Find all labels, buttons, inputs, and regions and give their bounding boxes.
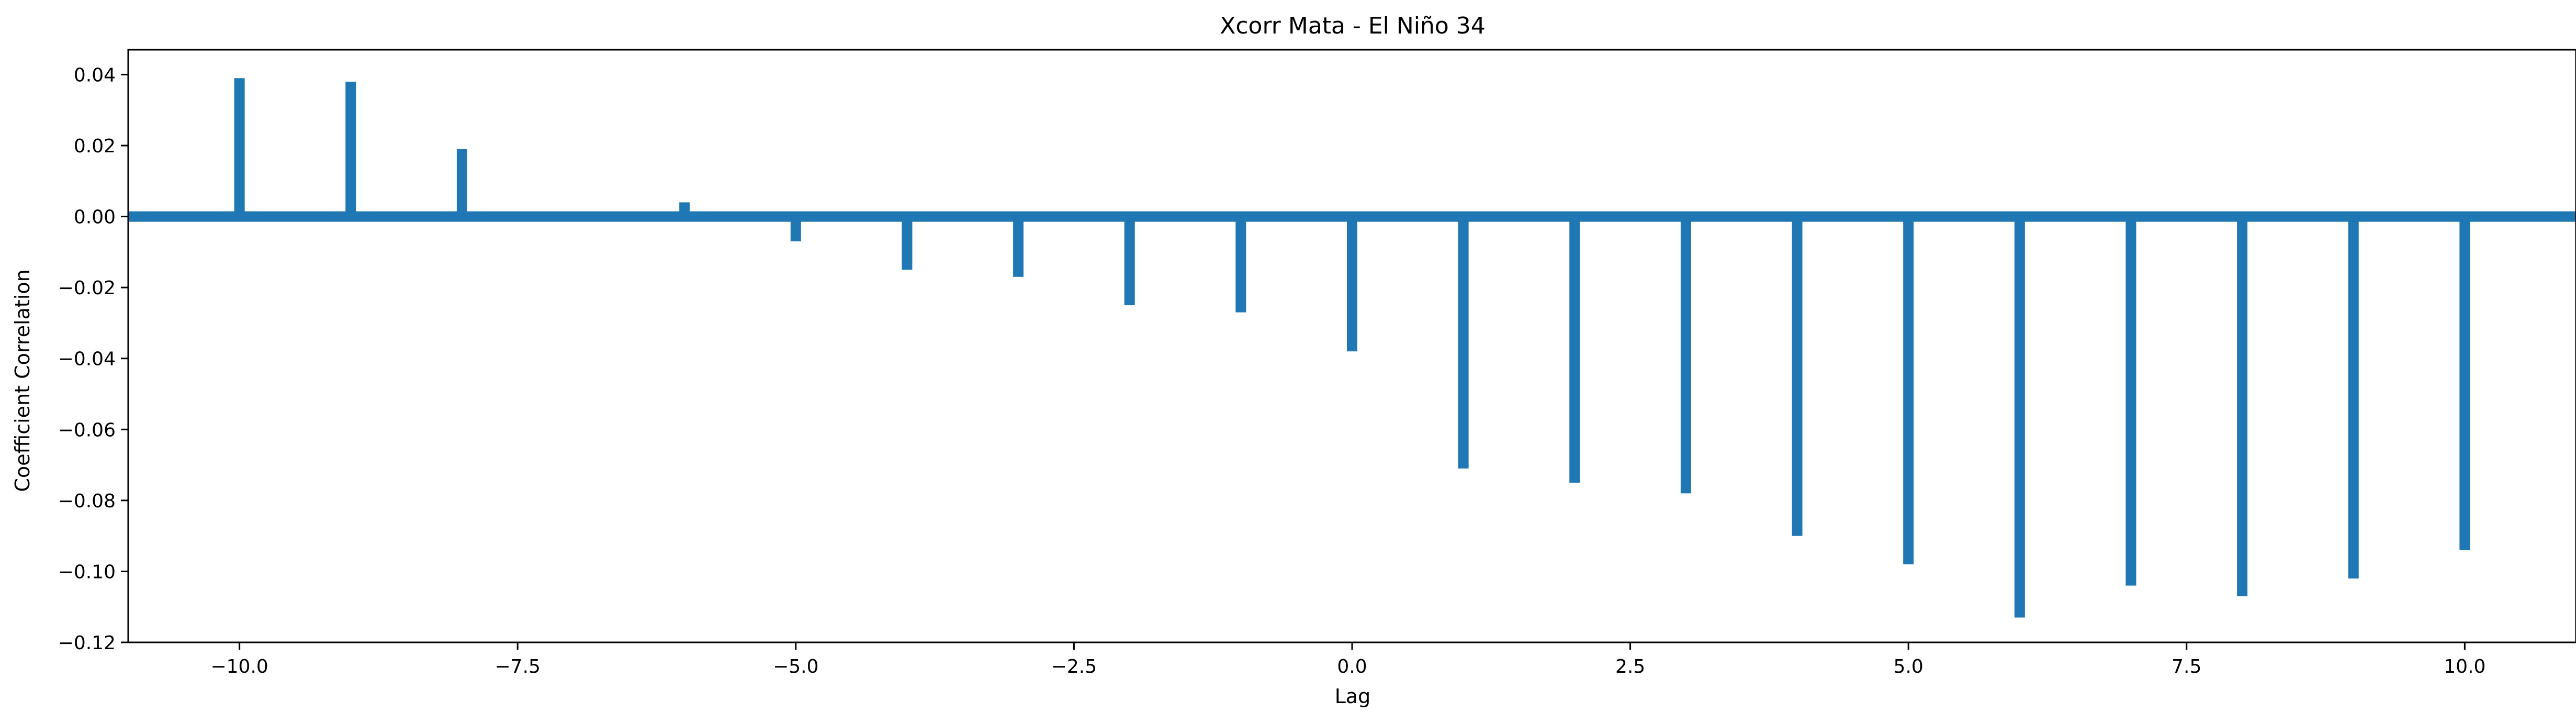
x-tick-label: 2.5 — [1615, 656, 1645, 677]
y-tick-label: 0.02 — [74, 136, 116, 157]
x-axis-label: Lag — [1335, 685, 1371, 708]
y-tick-label: 0.04 — [74, 64, 116, 86]
x-tick-label: −5.0 — [773, 656, 818, 677]
bar-lag-10 — [2459, 216, 2470, 550]
bar-lag--3 — [1013, 216, 1024, 277]
x-tick-label: −7.5 — [495, 656, 541, 677]
bar-lag--1 — [1235, 216, 1246, 313]
bar-lag--9 — [345, 82, 356, 217]
bar-lag-4 — [1792, 216, 1803, 536]
y-tick-label: −0.12 — [58, 632, 116, 654]
x-tick-label: −2.5 — [1051, 656, 1097, 677]
bar-lag-5 — [1903, 216, 1914, 564]
bar-lag--4 — [902, 216, 913, 270]
bar-lag-1 — [1458, 216, 1469, 469]
y-tick-label: −0.10 — [58, 561, 116, 583]
y-tick-label: 0.00 — [74, 207, 116, 228]
bar-lag-7 — [2125, 216, 2136, 586]
bar-lag--8 — [456, 149, 467, 217]
x-axis-ticks: −10.0 −7.5 −5.0 −2.5 0.0 2.5 5.0 7.5 10.0 — [210, 642, 2485, 677]
x-tick-label: −10.0 — [210, 656, 268, 677]
y-tick-label: −0.08 — [58, 491, 116, 512]
bar-lag-6 — [2014, 216, 2025, 618]
bar-lag-3 — [1680, 216, 1691, 494]
bar-lag-9 — [2348, 216, 2359, 579]
bar-lag--10 — [234, 78, 245, 217]
chart-title: Xcorr Mata - El Niño 34 — [1220, 13, 1486, 39]
y-axis-ticks: 0.04 0.02 0.00 −0.02 −0.04 −0.06 −0.08 −0.10 −0.… — [58, 64, 128, 654]
y-axis-label: Coefficient Correlation — [11, 269, 34, 492]
bar-lag--2 — [1124, 216, 1135, 306]
y-tick-label: −0.04 — [58, 349, 116, 370]
bar-lag-8 — [2237, 216, 2248, 596]
x-tick-label: 0.0 — [1337, 656, 1367, 677]
bar-lag--5 — [790, 216, 801, 242]
bar-lag-0 — [1347, 216, 1357, 352]
y-tick-label: −0.02 — [58, 277, 116, 299]
bars-group — [234, 78, 2470, 618]
y-tick-label: −0.06 — [58, 419, 116, 441]
x-tick-label: 5.0 — [1894, 656, 1923, 677]
x-tick-label: 7.5 — [2172, 656, 2201, 677]
x-tick-label: 10.0 — [2444, 656, 2485, 677]
bar-lag-2 — [1569, 216, 1580, 483]
